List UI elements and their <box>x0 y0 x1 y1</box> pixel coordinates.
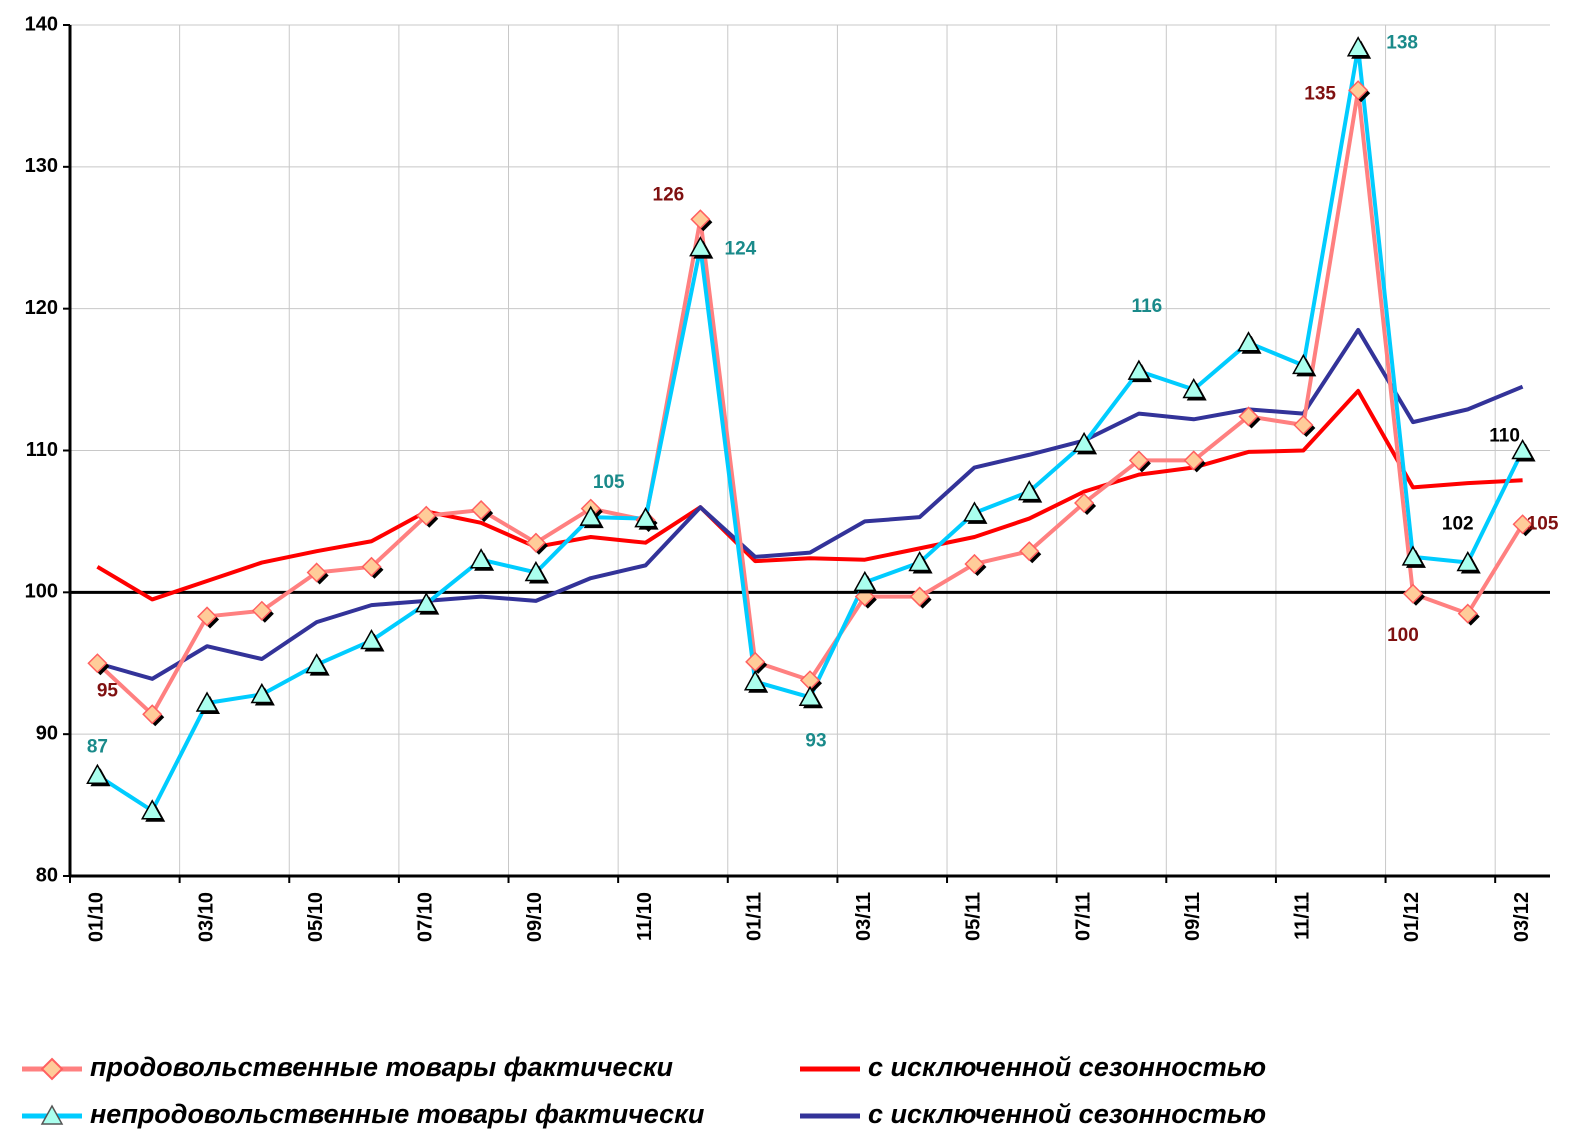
x-tick-label: 01/12 <box>1401 892 1423 942</box>
marker <box>524 560 548 582</box>
legend-marker <box>40 1057 64 1081</box>
data-label: 124 <box>725 239 757 260</box>
marker <box>1511 438 1534 460</box>
marker <box>196 606 218 627</box>
data-label: 138 <box>1386 33 1418 54</box>
marker <box>87 653 108 674</box>
marker <box>471 500 492 521</box>
marker <box>1457 603 1478 624</box>
y-tick-label: 90 <box>36 722 58 744</box>
marker <box>743 670 767 691</box>
x-tick-label: 11/11 <box>1292 892 1314 940</box>
marker <box>415 592 438 613</box>
marker <box>525 532 546 553</box>
marker <box>140 799 164 820</box>
marker <box>1127 359 1151 380</box>
marker <box>634 507 657 528</box>
x-tick-label: 01/11 <box>743 892 765 941</box>
data-label: 110 <box>1489 426 1520 447</box>
marker <box>1348 80 1369 101</box>
marker <box>1017 480 1041 501</box>
marker <box>909 586 930 607</box>
series-line <box>96 88 1525 717</box>
y-tick-label: 80 <box>36 864 58 886</box>
x-tick-label: 03/11 <box>853 892 875 941</box>
marker <box>1456 551 1480 572</box>
marker <box>579 505 603 526</box>
legend-label: продовольственные товары фактически <box>90 1052 674 1082</box>
marker <box>908 551 931 572</box>
marker <box>1237 331 1260 352</box>
marker <box>798 685 822 707</box>
marker <box>1072 431 1096 453</box>
data-label: 105 <box>593 472 625 493</box>
y-tick-label: 140 <box>25 13 58 35</box>
marker <box>963 501 986 522</box>
y-tick-label: 100 <box>25 581 58 603</box>
marker <box>251 600 272 621</box>
marker <box>361 556 382 577</box>
marker <box>416 505 437 526</box>
x-tick-label: 07/10 <box>415 892 437 942</box>
series-line <box>96 327 1524 681</box>
data-label: 135 <box>1304 83 1336 104</box>
data-label: 93 <box>805 730 826 751</box>
marker <box>854 586 875 607</box>
series-line <box>96 388 1523 602</box>
x-tick-label: 11/10 <box>634 892 656 941</box>
marker <box>306 562 327 583</box>
marker <box>964 553 985 575</box>
marker <box>1183 450 1204 471</box>
y-tick-label: 110 <box>26 439 58 461</box>
marker <box>469 548 493 569</box>
x-tick-label: 01/10 <box>86 892 108 942</box>
data-label: 126 <box>653 184 685 205</box>
legend-label: с исключенной сезонностью <box>868 1099 1266 1129</box>
x-tick-label: 07/11 <box>1072 892 1094 941</box>
data-label: 116 <box>1132 296 1163 317</box>
marker <box>1512 514 1533 535</box>
marker <box>1128 450 1149 471</box>
data-label: 87 <box>87 736 108 757</box>
marker <box>142 704 163 725</box>
marker <box>689 236 712 257</box>
x-tick-label: 09/11 <box>1182 892 1204 941</box>
marker <box>1292 353 1315 375</box>
marker <box>1182 377 1205 399</box>
marker <box>195 691 219 712</box>
y-tick-label: 130 <box>25 155 58 177</box>
data-label: 105 <box>1527 513 1559 534</box>
marker <box>1019 541 1040 562</box>
marker <box>1238 406 1259 427</box>
data-label: 102 <box>1442 514 1474 535</box>
marker <box>690 209 711 230</box>
marker <box>86 763 109 785</box>
x-tick-label: 09/10 <box>524 892 546 942</box>
legend-marker <box>40 1104 64 1125</box>
x-tick-label: 03/12 <box>1511 892 1533 942</box>
markers <box>86 36 1536 822</box>
y-tick-label: 120 <box>25 297 58 319</box>
marker <box>1293 414 1314 436</box>
x-tick-label: 03/10 <box>195 892 217 942</box>
marker <box>250 682 274 704</box>
marker <box>305 653 328 674</box>
marker <box>1346 36 1370 57</box>
marker <box>1402 583 1424 604</box>
data-label: 95 <box>97 680 119 701</box>
marker <box>1401 545 1425 566</box>
x-tick-label: 05/11 <box>963 892 985 941</box>
marker <box>1074 492 1095 514</box>
marker <box>853 570 877 592</box>
legend-label: с исключенной сезонностью <box>868 1052 1266 1082</box>
x-tick-label: 05/10 <box>305 892 327 942</box>
legend-label: непродовольственные товары фактически <box>90 1099 705 1129</box>
data-label: 100 <box>1387 625 1419 646</box>
marker <box>360 629 383 650</box>
